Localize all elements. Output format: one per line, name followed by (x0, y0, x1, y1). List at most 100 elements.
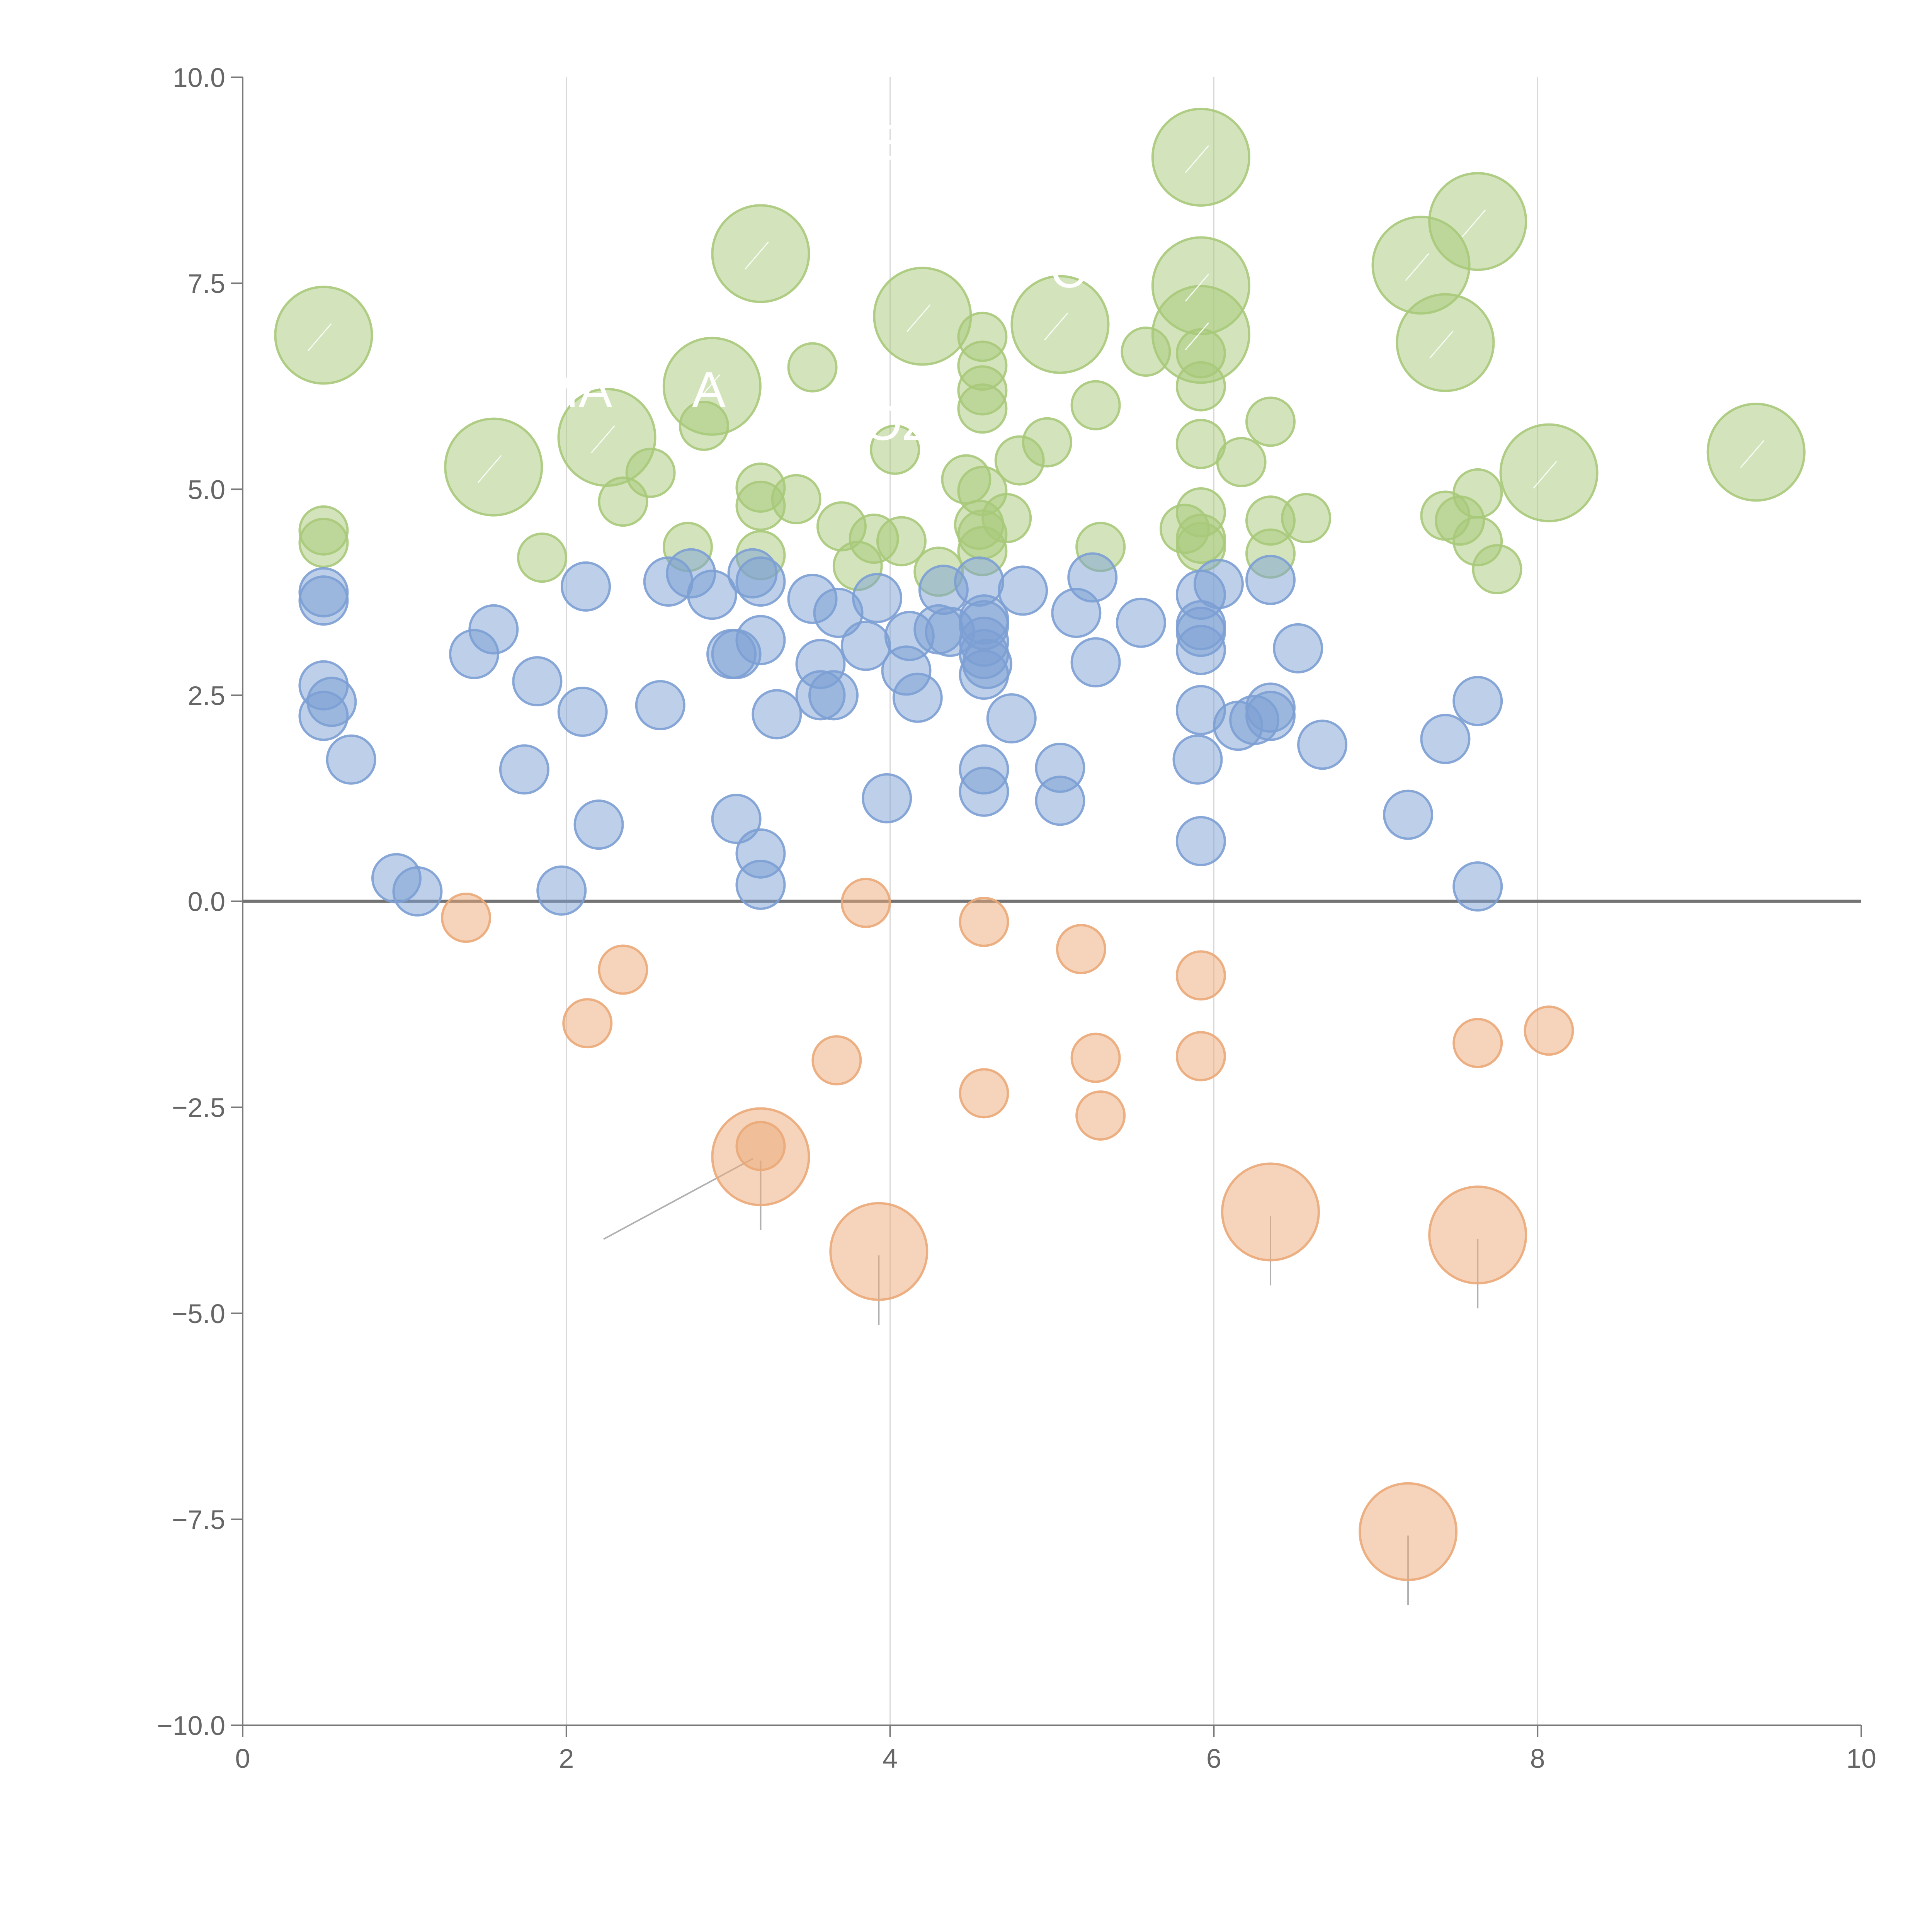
orange-point (598, 944, 648, 995)
green-point (1175, 361, 1226, 412)
green-point (711, 204, 810, 303)
annotation-leader-line (745, 242, 769, 270)
green-point (1396, 293, 1495, 392)
green-point (787, 342, 838, 393)
blue-point (1383, 789, 1434, 840)
blue-point (862, 773, 912, 823)
annotation-leader-line (1462, 209, 1486, 238)
green-point (873, 267, 972, 366)
orange-point (840, 878, 891, 928)
blue-point (1297, 719, 1348, 770)
blue-point (499, 744, 549, 795)
annotation-leader-line (1185, 322, 1209, 350)
y-tick-label: 5.0 (188, 474, 225, 505)
y-tick-label: 0.0 (188, 887, 225, 917)
orange-point (829, 1202, 929, 1301)
y-tick-label: −2.5 (172, 1093, 225, 1123)
green-point (957, 383, 1008, 434)
y-tick-label: −10.0 (157, 1711, 225, 1741)
blue-point (1193, 559, 1244, 609)
y-tick-label: 2.5 (188, 680, 225, 711)
annotation-leader-line (1405, 253, 1429, 281)
axis-layer: 10.0 7.5 5.0 2.5 0.0 −2.5 −5.0 −7.5 −10.0 0 2 4 6 8 10 (157, 63, 1876, 1774)
blue-point (557, 687, 608, 737)
green-point (771, 474, 821, 524)
green-point (625, 447, 676, 498)
orange-point (1075, 1090, 1126, 1141)
orange-point (1524, 1005, 1574, 1056)
annotation-label: C (1050, 242, 1086, 298)
blue-point (561, 561, 611, 612)
annotation-leader-line (308, 323, 332, 351)
blue-point (1245, 554, 1296, 605)
blue-point (711, 794, 762, 844)
annotation-leader-line (696, 374, 720, 402)
blue-point (1175, 625, 1226, 675)
orange-point (1428, 1185, 1527, 1285)
point-layer (274, 107, 1806, 1581)
orange-point (711, 1107, 810, 1206)
annotation-leader-line (1044, 312, 1068, 340)
blue-point (1070, 637, 1121, 688)
green-point (1022, 417, 1072, 468)
x-tick-label: 2 (559, 1743, 574, 1774)
annotation-leader-line (591, 425, 615, 453)
x-tick-label: 0 (235, 1743, 250, 1774)
orange-point (1175, 1031, 1226, 1082)
green-point (1499, 423, 1599, 522)
green-point (1281, 493, 1332, 543)
blue-point (1452, 861, 1503, 912)
blue-point (326, 734, 376, 785)
green-point (1706, 403, 1806, 502)
green-point (274, 286, 373, 385)
blue-point (1175, 816, 1226, 866)
green-point (1472, 544, 1522, 595)
leader-layer (603, 1158, 1479, 1605)
blue-point (959, 650, 1009, 700)
x-tick-label: 6 (1206, 1743, 1221, 1774)
blue-point (1172, 734, 1223, 785)
annotation-leader-line (1533, 461, 1557, 489)
x-tick-label: 8 (1530, 1743, 1545, 1774)
y-tick-label: −7.5 (172, 1505, 225, 1535)
annotation-leader-line (1429, 330, 1454, 359)
blue-point (808, 670, 859, 721)
green-point (1010, 275, 1110, 374)
annotation-label: A (692, 361, 726, 418)
blue-point (998, 565, 1048, 616)
annotation-label: MA (537, 361, 612, 418)
y-tick-label: 10.0 (173, 63, 225, 93)
green-point (517, 532, 567, 583)
y-tick-label: 7.5 (188, 269, 225, 299)
y-tick-label: −5.0 (172, 1299, 225, 1329)
orange-point (562, 998, 613, 1049)
green-point (1070, 380, 1121, 430)
green-point (1151, 107, 1250, 207)
green-point (876, 516, 927, 566)
blue-point (1273, 623, 1323, 673)
blue-point (735, 615, 786, 665)
green-point (981, 493, 1032, 543)
blue-point (1420, 714, 1471, 764)
green-point (1216, 437, 1267, 487)
orange-point (959, 896, 1009, 947)
blue-point (735, 556, 786, 607)
orange-point (1359, 1482, 1458, 1581)
blue-point (298, 690, 349, 741)
blue-point (687, 570, 737, 620)
blue-point (1067, 552, 1118, 603)
blue-point (1245, 690, 1296, 741)
annotation-label: OZ (863, 394, 933, 451)
annotation-leader-line (1185, 274, 1209, 302)
orange-point (1175, 950, 1226, 1001)
blue-point (735, 859, 786, 910)
blue-point (852, 573, 903, 623)
green-point (870, 424, 920, 475)
blue-point (512, 656, 563, 707)
blue-point (986, 693, 1037, 744)
orange-point (1070, 1032, 1121, 1083)
blue-point (573, 799, 624, 850)
orange-point (441, 893, 492, 943)
blue-point (392, 866, 443, 917)
